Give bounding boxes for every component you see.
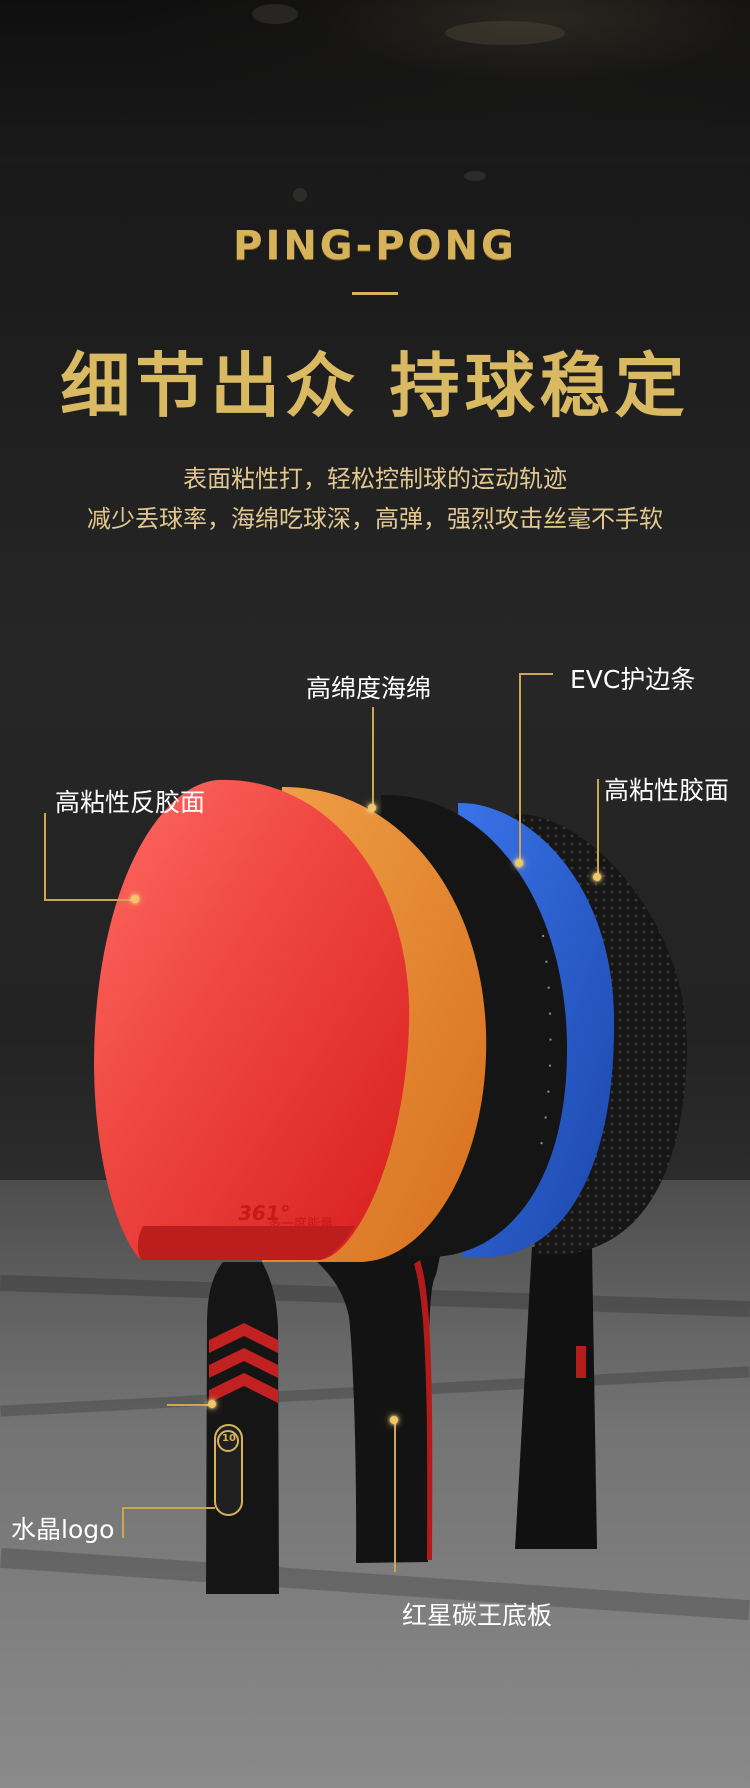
- red-rubber-bottom-shade: [137, 1226, 355, 1260]
- callout-line-logo: [122, 1507, 124, 1538]
- callout-dot-front: [593, 873, 601, 881]
- callout-label-crystal-logo: 水晶logo: [11, 1515, 115, 1544]
- blade-handle: [311, 1256, 440, 1563]
- callout-dot-sponge: [368, 804, 376, 812]
- callout-line-blade: [394, 1420, 396, 1572]
- handle-chevron-3: [209, 1373, 278, 1403]
- callout-dot-blade: [390, 1416, 398, 1424]
- callout-line-evc: [519, 674, 521, 862]
- page-title-en: PING-PONG: [233, 223, 517, 269]
- callout-line-logo-horizontal: [122, 1507, 215, 1509]
- wood-background: [0, 0, 750, 165]
- logo-grade: 10: [222, 1433, 236, 1444]
- callout-dot-handle: [208, 1400, 216, 1408]
- dust-particle: [252, 4, 298, 24]
- blade-handle-red-edge: [414, 1260, 433, 1560]
- crystal-logo-ring: [217, 1430, 239, 1452]
- callout-line-red: [44, 813, 46, 900]
- page-title-zh: 细节出众 持球稳定: [60, 345, 690, 427]
- callout-line-handle-top: [167, 1404, 211, 1406]
- dust-particle: [293, 188, 307, 202]
- description-line-1: 表面粘性打，轻松控制球的运动轨迹: [183, 465, 567, 493]
- callout-label-evc: EVC护边条: [570, 665, 696, 694]
- red-rubber-layer: [94, 779, 410, 1260]
- callout-line-sponge: [372, 707, 374, 809]
- dust-particle: [464, 171, 486, 181]
- callout-dot-red: [131, 895, 139, 903]
- callout-dot-evc: [515, 859, 523, 867]
- dust-particle: [445, 21, 565, 45]
- handle-chevron-1: [209, 1323, 278, 1353]
- title-divider: [352, 292, 398, 295]
- description-line-2: 减少丢球率，海绵吃球深，高弹，强烈攻击丝毫不手软: [87, 505, 663, 533]
- callout-label-rubber-back: 高粘性反胶面: [55, 788, 206, 817]
- callout-label-rubber-front: 高粘性胶面: [604, 776, 730, 805]
- front-handle: [206, 1262, 279, 1594]
- callout-label-sponge: 高绵度海绵: [306, 674, 432, 703]
- handle-chevron-2: [209, 1348, 278, 1378]
- callout-label-blade: 红星碳王底板: [402, 1601, 553, 1630]
- rubber-slogan: 多一度能量: [268, 1217, 334, 1232]
- callout-line-evc-horizontal: [519, 673, 553, 675]
- rear-handle-edge: [576, 1346, 586, 1378]
- callout-line-front: [597, 779, 599, 878]
- callout-line-red-horizontal: [44, 899, 134, 901]
- rear-handle: [515, 1247, 597, 1549]
